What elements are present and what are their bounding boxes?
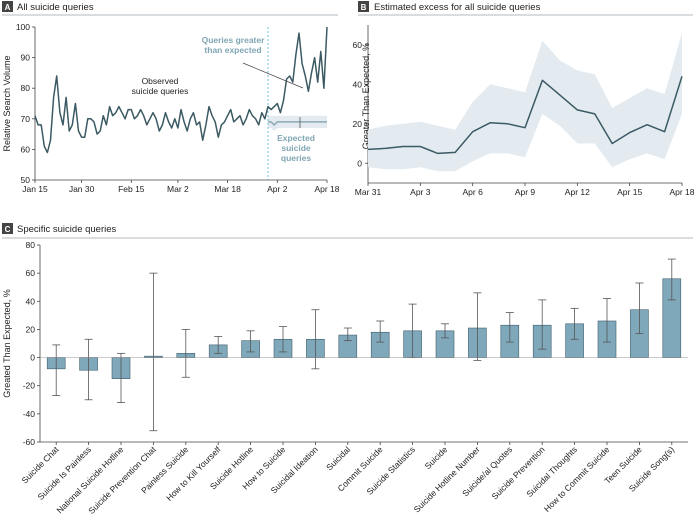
category-label: How to Kill Yourself (164, 444, 223, 503)
x-tick-label: Feb 15 (118, 184, 145, 194)
y-tick-label: 20 (353, 119, 363, 129)
y-axis-label: Greater Than Expected, % (361, 43, 371, 149)
x-tick-label: Jan 15 (22, 184, 48, 194)
y-tick-label: 80 (21, 83, 31, 93)
y-tick-label: 60 (26, 268, 36, 278)
x-tick-label: Apr 18 (314, 184, 339, 194)
panel-a-letter-box (2, 1, 13, 12)
y-tick-label: 40 (26, 296, 36, 306)
panel-b-header: B Estimated excess for all suicide queri… (358, 1, 693, 16)
x-tick-label: Apr 2 (267, 184, 288, 194)
y-tick-label: 60 (353, 40, 363, 50)
x-tick-label: Apr 18 (669, 187, 694, 197)
y-tick-label: 60 (21, 144, 31, 154)
expected-series-line (268, 121, 327, 126)
y-tick-label: -20 (23, 381, 36, 391)
x-tick-label: Mar 18 (214, 184, 241, 194)
x-tick-label: Apr 6 (463, 187, 484, 197)
excess-series-line (367, 76, 683, 155)
annotation-observed: Observed suicide queries (132, 76, 189, 96)
y-tick-label: 40 (353, 79, 363, 89)
observed-series-line (34, 26, 328, 154)
x-tick-label: Apr 3 (410, 187, 431, 197)
panel-a-letter: A (5, 3, 11, 12)
x-tick-label: Apr 12 (565, 187, 590, 197)
category-label: How to Commit Suicide (542, 444, 612, 514)
x-tick-label: Apr 9 (515, 187, 536, 197)
panel-c-header: C Specific suicide queries (2, 223, 693, 239)
annotation-expected: Expected suicide queries (277, 133, 315, 163)
y-tick-label: -40 (23, 409, 36, 419)
x-tick-label: Mar 31 (355, 187, 382, 197)
y-axis-label: Relative Search Volume (2, 55, 12, 151)
y-tick-label: 0 (357, 158, 362, 168)
panel-b-letter-box (358, 1, 369, 12)
category-label: Suicide (423, 444, 450, 471)
y-tick-label: 80 (26, 240, 36, 250)
panel-a-title: All suicide queries (17, 2, 94, 13)
y-tick-label: 70 (21, 114, 31, 124)
y-tick-label: 0 (30, 353, 35, 363)
y-tick-label: -60 (23, 437, 36, 447)
expected-band (267, 115, 327, 132)
panel-b-title: Estimated excess for all suicide queries (374, 2, 541, 13)
panel-c-letter-box (2, 223, 13, 234)
panel-c-letter: C (5, 225, 11, 234)
y-tick-label: 20 (26, 324, 36, 334)
chart-b: 0 20 40 60 Mar 31 Apr 3 Apr 6 Apr 9 Apr 12 Apr 15… (353, 25, 695, 197)
annotation-greater-leader (242, 62, 304, 89)
category-label: Suicidal (324, 444, 352, 472)
x-tick-label: Apr 15 (617, 187, 642, 197)
x-tick-label: Mar 2 (167, 184, 189, 194)
y-axis-label: Greated Than Expected, % (2, 289, 12, 397)
annotation-greater: Queries greater than expected (202, 35, 266, 55)
panel-b-letter: B (361, 3, 367, 12)
y-tick-label: 90 (21, 53, 31, 63)
chart-c: -60 -40 -20 0 20 40 60 80 Greated Than Expected,… (2, 240, 688, 516)
y-tick-label: 50 (21, 175, 31, 185)
panel-a-header: A All suicide queries (2, 1, 338, 16)
panel-c-title: Specific suicide queries (17, 224, 117, 235)
y-tick-label: 100 (16, 22, 30, 32)
excess-band (368, 32, 682, 172)
chart-a: 50 60 70 80 90 100 Jan 15 Jan 30 Feb 15 Mar 2 Mar … (2, 22, 340, 194)
x-tick-label: Jan 30 (69, 184, 95, 194)
